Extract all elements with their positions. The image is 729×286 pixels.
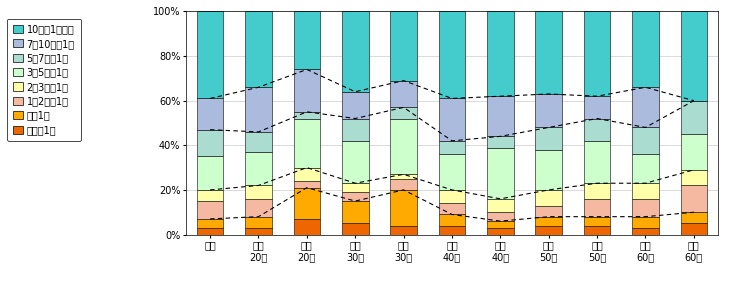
Bar — [294, 11, 320, 69]
Bar — [632, 199, 659, 217]
Bar — [535, 217, 562, 226]
Bar — [342, 92, 369, 118]
Bar — [681, 223, 707, 235]
Bar — [294, 168, 320, 181]
Bar — [197, 98, 223, 130]
Bar — [632, 154, 659, 183]
Bar — [342, 201, 369, 223]
Bar — [439, 203, 465, 214]
Bar — [342, 118, 369, 141]
Bar — [487, 221, 514, 228]
Legend: 10年に1回未満, 7～10年に1回, 5～7年に1回, 3～5年に1回, 2～3年に1回, 1～2年に1回, 年に1回, 半年に1回: 10年に1回未満, 7～10年に1回, 5～7年に1回, 3～5年に1回, 2～… — [7, 19, 81, 141]
Bar — [632, 217, 659, 228]
Bar — [584, 141, 610, 183]
Bar — [245, 185, 272, 199]
Bar — [535, 190, 562, 206]
Bar — [632, 11, 659, 87]
Bar — [681, 101, 707, 134]
Bar — [390, 11, 417, 81]
Bar — [681, 134, 707, 170]
Bar — [487, 136, 514, 148]
Bar — [535, 226, 562, 235]
Bar — [584, 199, 610, 217]
Bar — [487, 148, 514, 199]
Bar — [535, 150, 562, 190]
Bar — [681, 170, 707, 185]
Bar — [390, 190, 417, 226]
Bar — [294, 219, 320, 235]
Bar — [245, 11, 272, 87]
Bar — [294, 188, 320, 219]
Bar — [294, 69, 320, 112]
Bar — [535, 128, 562, 150]
Bar — [584, 96, 610, 118]
Bar — [487, 212, 514, 221]
Bar — [584, 183, 610, 199]
Bar — [535, 11, 562, 94]
Bar — [294, 118, 320, 168]
Bar — [681, 185, 707, 212]
Bar — [390, 174, 417, 179]
Bar — [342, 141, 369, 183]
Bar — [197, 219, 223, 228]
Bar — [632, 228, 659, 235]
Bar — [535, 206, 562, 217]
Bar — [342, 223, 369, 235]
Bar — [294, 112, 320, 118]
Bar — [681, 212, 707, 223]
Bar — [197, 228, 223, 235]
Bar — [584, 118, 610, 141]
Bar — [584, 226, 610, 235]
Bar — [390, 179, 417, 190]
Bar — [294, 181, 320, 188]
Bar — [245, 87, 272, 132]
Bar — [439, 98, 465, 141]
Bar — [584, 11, 610, 96]
Bar — [197, 130, 223, 156]
Bar — [584, 217, 610, 226]
Bar — [439, 226, 465, 235]
Bar — [439, 11, 465, 98]
Bar — [681, 11, 707, 101]
Bar — [245, 132, 272, 152]
Bar — [632, 183, 659, 199]
Bar — [535, 94, 562, 128]
Bar — [487, 11, 514, 96]
Bar — [487, 199, 514, 212]
Bar — [487, 96, 514, 136]
Bar — [342, 183, 369, 192]
Bar — [197, 190, 223, 201]
Bar — [487, 228, 514, 235]
Bar — [245, 199, 272, 217]
Bar — [439, 141, 465, 154]
Bar — [197, 201, 223, 219]
Bar — [342, 11, 369, 92]
Bar — [390, 107, 417, 118]
Bar — [390, 226, 417, 235]
Bar — [245, 152, 272, 185]
Bar — [245, 217, 272, 228]
Bar — [390, 81, 417, 107]
Bar — [342, 192, 369, 201]
Bar — [197, 156, 223, 190]
Bar — [197, 11, 223, 98]
Bar — [632, 128, 659, 154]
Bar — [245, 228, 272, 235]
Bar — [390, 118, 417, 174]
Bar — [439, 154, 465, 190]
Bar — [632, 87, 659, 128]
Bar — [439, 214, 465, 226]
Bar — [439, 190, 465, 203]
